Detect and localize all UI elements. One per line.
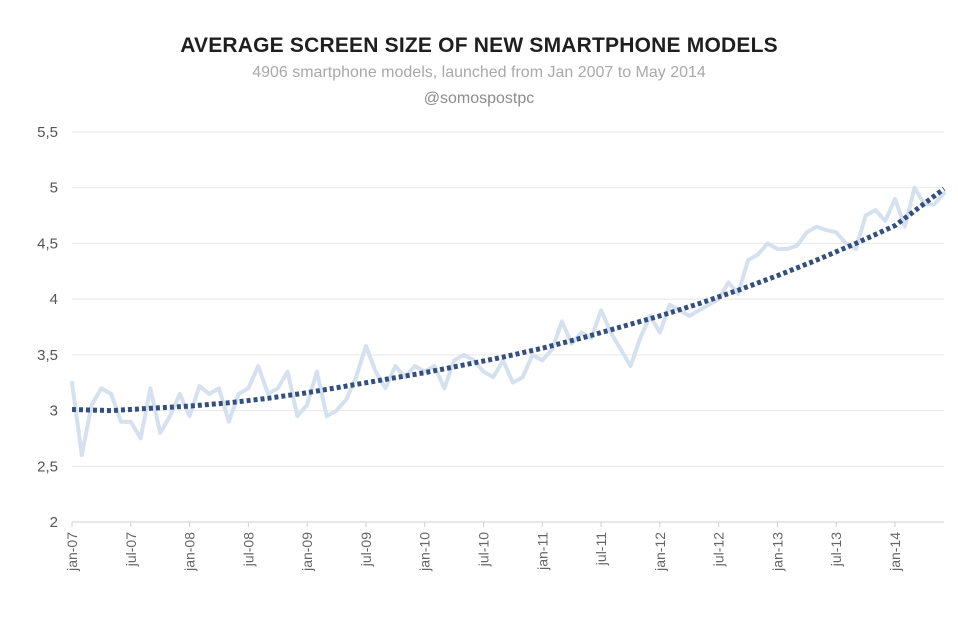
y-tick-label: 4,5 bbox=[37, 235, 58, 252]
x-tick-label: jul-13 bbox=[828, 532, 844, 567]
x-tick-label: jan-14 bbox=[887, 532, 903, 572]
x-tick-label: jan-09 bbox=[299, 532, 315, 572]
chart-source-handle: @somospostpc bbox=[423, 90, 535, 107]
x-tick-label: jul-07 bbox=[123, 532, 139, 567]
x-tick-label: jul-08 bbox=[240, 532, 256, 567]
x-tick-label: jan-13 bbox=[769, 532, 785, 572]
x-tick-label: jan-12 bbox=[652, 532, 668, 572]
x-tick-label: jul-09 bbox=[358, 532, 374, 567]
x-tick-label: jul-11 bbox=[593, 532, 609, 566]
x-tick-label: jan-10 bbox=[417, 532, 433, 572]
chart-title: AVERAGE SCREEN SIZE OF NEW SMARTPHONE MO… bbox=[180, 34, 778, 57]
average-screen-size-line bbox=[70, 185, 946, 458]
x-tick-label: jan-07 bbox=[64, 532, 80, 572]
y-tick-label: 5,5 bbox=[37, 124, 58, 141]
y-tick-label: 3,5 bbox=[37, 347, 58, 364]
y-tick-label: 5 bbox=[50, 180, 58, 197]
y-tick-label: 2 bbox=[50, 514, 58, 531]
chart-subtitle: 4906 smartphone models, launched from Ja… bbox=[252, 64, 706, 81]
x-tick-label: jan-08 bbox=[182, 532, 198, 572]
y-tick-label: 3 bbox=[50, 403, 58, 420]
y-tick-label: 4 bbox=[50, 291, 58, 308]
x-tick-label: jul-10 bbox=[476, 532, 492, 567]
x-tick-label: jan-11 bbox=[534, 532, 550, 571]
x-tick-label: jul-12 bbox=[711, 532, 727, 567]
trend-line bbox=[71, 186, 946, 414]
y-tick-label: 2,5 bbox=[37, 458, 58, 475]
